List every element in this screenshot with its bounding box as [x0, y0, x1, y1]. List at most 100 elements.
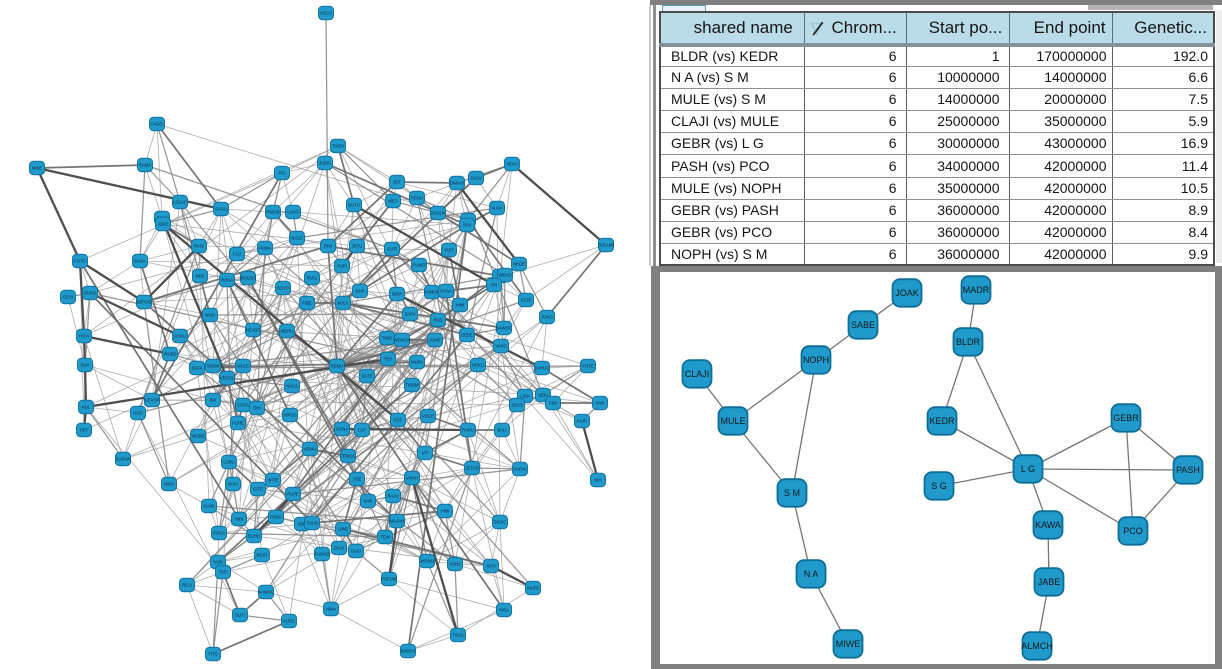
- svg-text:CLAJI: CLAJI: [685, 369, 710, 379]
- svg-text:NATI: NATI: [486, 564, 495, 569]
- svg-text:BOVO: BOVO: [277, 286, 290, 291]
- svg-text:LUBU: LUBU: [223, 460, 234, 465]
- svg-text:GONA: GONA: [336, 427, 349, 432]
- svg-text:PIWAB: PIWAB: [266, 210, 280, 215]
- svg-text:FOTE: FOTE: [582, 364, 593, 369]
- svg-text:PAFU: PAFU: [307, 276, 318, 281]
- svg-text:JETU: JETU: [352, 244, 362, 249]
- svg-text:LIWE: LIWE: [338, 527, 348, 532]
- svg-text:KAWA: KAWA: [1035, 520, 1061, 530]
- svg-text:FOT: FOT: [394, 418, 403, 423]
- svg-text:DUFAW: DUFAW: [116, 457, 131, 462]
- svg-text:VIJIT: VIJIT: [444, 248, 454, 253]
- svg-text:SUV: SUV: [81, 363, 90, 368]
- svg-text:RAGI: RAGI: [194, 244, 204, 249]
- svg-text:HAMOR: HAMOR: [424, 290, 440, 295]
- svg-text:WUG: WUG: [205, 313, 215, 318]
- svg-text:PUPI: PUPI: [337, 264, 347, 269]
- svg-text:FUJ: FUJ: [233, 252, 241, 257]
- svg-text:NACA: NACA: [286, 384, 298, 389]
- svg-text:KUVI: KUVI: [228, 482, 238, 487]
- svg-text:MUPA: MUPA: [411, 360, 423, 365]
- svg-text:TIH: TIH: [491, 283, 498, 288]
- svg-text:KULA: KULA: [338, 301, 349, 306]
- svg-text:NOLE: NOLE: [291, 236, 303, 241]
- svg-text:DIH: DIH: [253, 406, 260, 411]
- svg-text:JOHU: JOHU: [449, 562, 460, 567]
- svg-text:TITO: TITO: [208, 652, 218, 657]
- svg-text:JOAK: JOAK: [895, 288, 919, 298]
- svg-text:JUNO: JUNO: [541, 315, 553, 320]
- svg-text:TEH: TEH: [384, 357, 392, 362]
- svg-text:DATE: DATE: [362, 374, 373, 379]
- svg-text:MIGEH: MIGEH: [401, 649, 415, 654]
- svg-text:VEVU: VEVU: [506, 162, 517, 167]
- svg-text:FAGO: FAGO: [151, 122, 163, 127]
- svg-text:HIMI: HIMI: [456, 303, 465, 308]
- svg-text:VEGOL: VEGOL: [220, 376, 235, 381]
- svg-text:RAMA: RAMA: [139, 163, 151, 168]
- svg-text:WOBE: WOBE: [192, 434, 205, 439]
- svg-text:JECO: JECO: [511, 403, 523, 408]
- svg-text:KUHE: KUHE: [232, 421, 244, 426]
- svg-text:WOGOG: WOGOG: [240, 276, 257, 281]
- svg-text:LUT: LUT: [358, 428, 366, 433]
- svg-text:RUD: RUD: [433, 318, 442, 323]
- svg-text:BASA: BASA: [134, 259, 145, 264]
- svg-text:HET: HET: [80, 428, 89, 433]
- svg-text:CUTI: CUTI: [387, 247, 397, 252]
- svg-text:MIWE: MIWE: [836, 639, 861, 649]
- svg-text:LIDA: LIDA: [520, 394, 530, 399]
- svg-text:PENU: PENU: [411, 196, 423, 201]
- svg-text:KAD: KAD: [364, 499, 373, 504]
- svg-text:GOKU: GOKU: [174, 334, 186, 339]
- svg-text:KUWI: KUWI: [204, 504, 215, 509]
- svg-text:JETAD: JETAD: [466, 466, 479, 471]
- svg-text:RUPE: RUPE: [287, 492, 299, 497]
- svg-text:NEGE: NEGE: [513, 262, 525, 267]
- svg-text:BAWOC: BAWOC: [496, 326, 512, 331]
- svg-text:HASA: HASA: [440, 289, 452, 294]
- svg-text:KEDR: KEDR: [929, 416, 955, 426]
- svg-text:JOKE: JOKE: [158, 222, 169, 227]
- svg-text:NUL: NUL: [82, 405, 91, 410]
- svg-text:PCO: PCO: [1123, 526, 1143, 536]
- svg-text:FEJE: FEJE: [521, 298, 531, 303]
- svg-text:BEJO: BEJO: [257, 553, 269, 558]
- svg-text:WILI: WILI: [298, 522, 307, 527]
- svg-text:TIBUM: TIBUM: [405, 383, 419, 388]
- svg-text:MULE: MULE: [720, 416, 745, 426]
- svg-text:SUPAL: SUPAL: [513, 467, 527, 472]
- svg-text:WONU: WONU: [420, 559, 433, 564]
- svg-text:POFUW: POFUW: [381, 577, 397, 582]
- svg-text:RIN: RIN: [463, 223, 470, 228]
- svg-text:LAKO: LAKO: [287, 210, 299, 215]
- svg-text:KUVA: KUVA: [491, 206, 502, 211]
- svg-text:DUTI: DUTI: [235, 613, 245, 618]
- svg-text:DEDE: DEDE: [461, 333, 473, 338]
- svg-text:HIDI: HIDI: [235, 517, 243, 522]
- svg-text:POBA: POBA: [270, 515, 282, 520]
- svg-text:NAWOC: NAWOC: [258, 590, 274, 595]
- svg-text:PUMO: PUMO: [413, 263, 426, 268]
- svg-text:DUP: DUP: [356, 289, 365, 294]
- svg-text:WEHO: WEHO: [498, 273, 512, 278]
- svg-text:JOT: JOT: [393, 180, 401, 185]
- svg-text:BUHO: BUHO: [248, 534, 261, 539]
- svg-text:HUN: HUN: [213, 560, 222, 565]
- svg-text:HIPUC: HIPUC: [283, 413, 296, 418]
- svg-text:HIMA: HIMA: [326, 607, 337, 612]
- svg-text:JUSIS: JUSIS: [319, 161, 331, 166]
- svg-text:MULE: MULE: [237, 364, 249, 369]
- svg-text:KIH: KIH: [595, 478, 602, 483]
- svg-text:VEWU: VEWU: [304, 447, 317, 452]
- svg-text:RAJU: RAJU: [388, 494, 399, 499]
- svg-text:TIMO: TIMO: [382, 336, 393, 341]
- svg-text:WOMI: WOMI: [207, 364, 219, 369]
- svg-text:L G: L G: [1021, 464, 1035, 474]
- svg-text:TIVEH: TIVEH: [332, 144, 344, 149]
- svg-text:KARI: KARI: [577, 419, 587, 424]
- svg-text:GEBR: GEBR: [1113, 413, 1139, 423]
- svg-text:HISA: HISA: [499, 608, 509, 613]
- svg-text:WEN: WEN: [164, 482, 174, 487]
